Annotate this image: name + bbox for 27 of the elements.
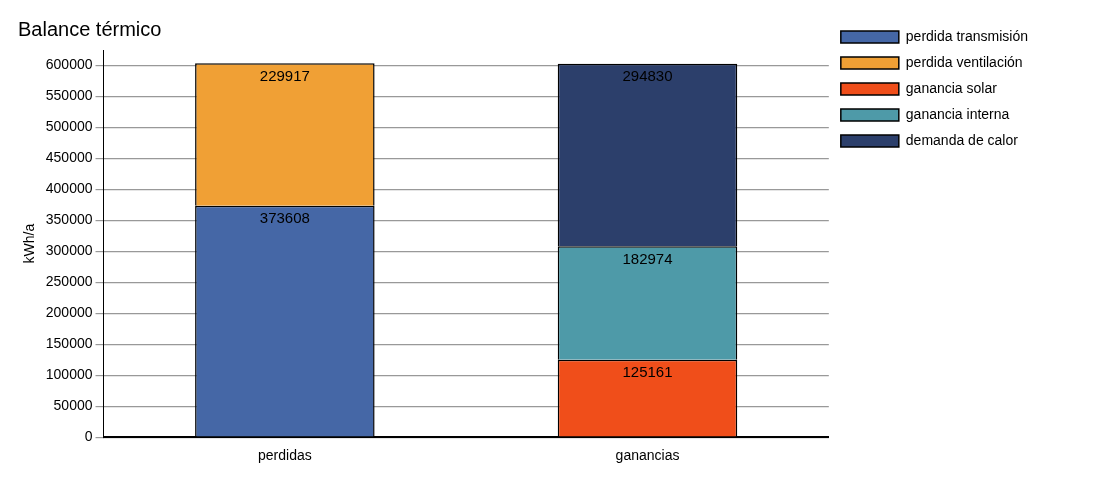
data-label: 229917: [259, 66, 310, 84]
legend-label: ganancia solar: [905, 79, 998, 96]
data-label: 373608: [259, 209, 310, 227]
legend-label: demanda de calor: [905, 131, 1019, 148]
legend-label: perdida ventilación: [905, 53, 1023, 70]
y-tick-label: 550000: [45, 87, 93, 104]
y-tick-label: 150000: [45, 335, 93, 352]
legend-label: perdida transmisión: [905, 27, 1028, 44]
y-tick-label: 50000: [53, 397, 93, 414]
data-label: 125161: [622, 363, 673, 381]
y-tick-label: 500000: [45, 118, 93, 135]
x-tick-label: ganancias: [615, 447, 680, 464]
y-tick-label: 0: [84, 428, 93, 445]
y-tick-label: 400000: [45, 180, 93, 197]
y-tick-label: 600000: [45, 56, 93, 73]
y-tick-label: 350000: [45, 211, 93, 228]
data-label: 182974: [622, 249, 673, 267]
legend-label: ganancia interna: [905, 105, 1010, 122]
chart-title: Balance térmico: [18, 17, 162, 40]
y-tick-label: 250000: [45, 273, 93, 290]
y-axis-title: kWh/a: [21, 223, 38, 264]
data-label: 294830: [622, 67, 673, 85]
y-tick-label: 200000: [45, 304, 93, 321]
y-tick-label: 100000: [45, 366, 93, 383]
y-tick-label: 300000: [45, 242, 93, 259]
y-tick-label: 450000: [45, 149, 93, 166]
x-tick-label: perdidas: [257, 447, 312, 464]
